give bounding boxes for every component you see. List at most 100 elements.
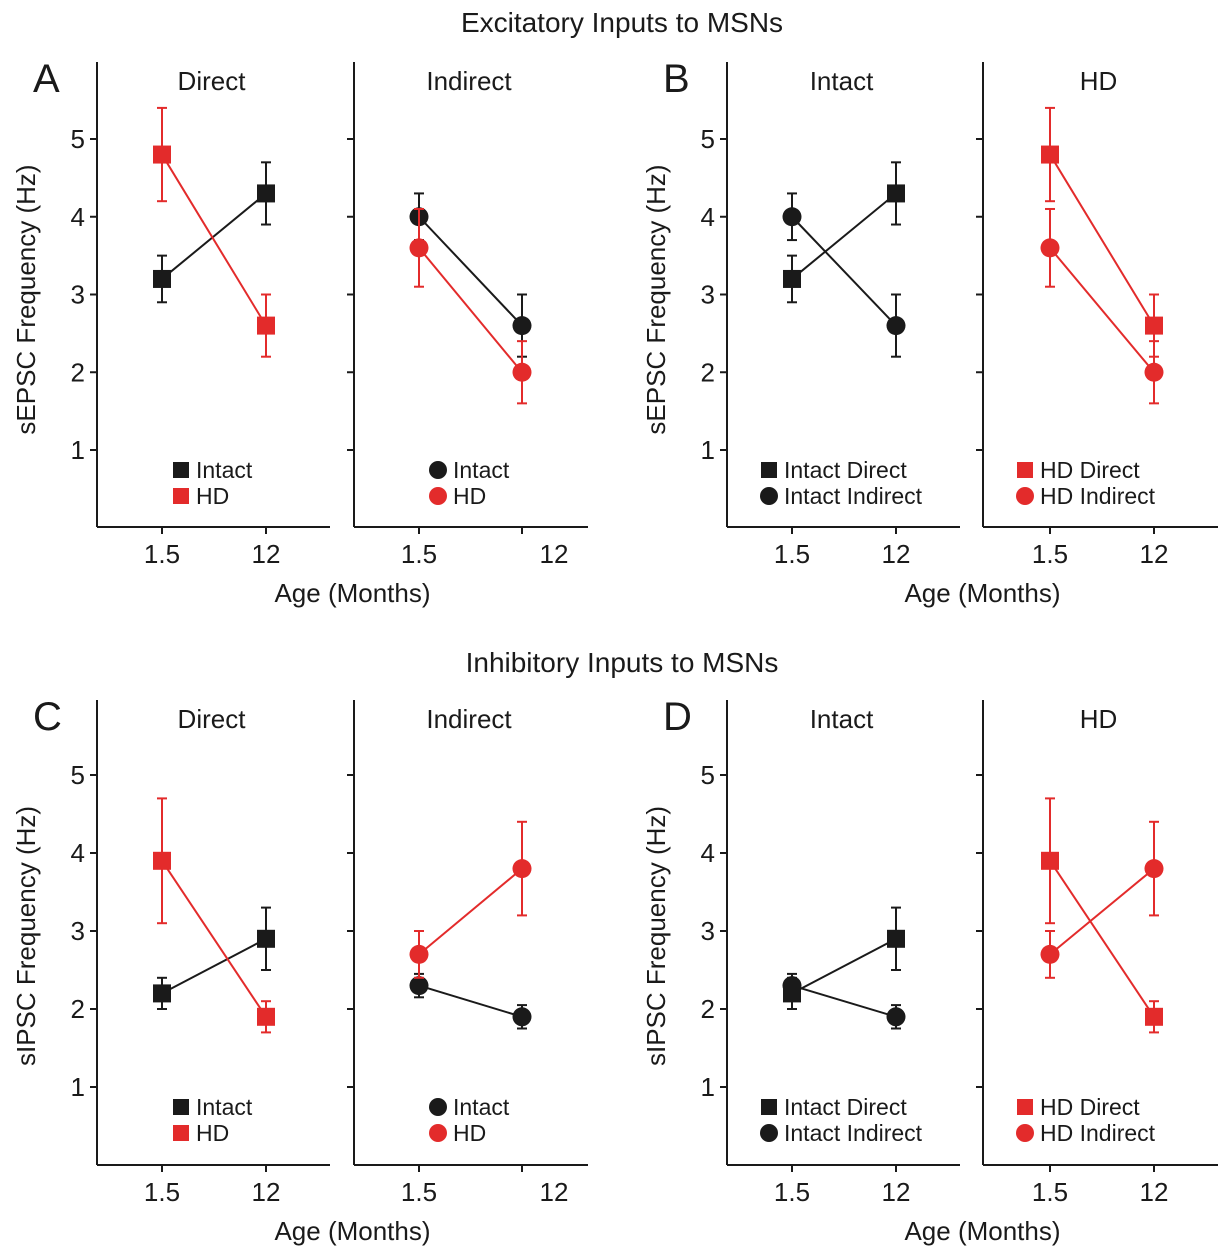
y-tick-label: 4 — [71, 202, 85, 232]
y-axis-label: sIPSC Frequency (Hz) — [11, 806, 41, 1066]
x-tick-label: 1.5 — [401, 1177, 437, 1207]
legend-label: HD — [453, 1120, 486, 1146]
data-point-square — [783, 269, 801, 288]
x-tick-label: 1.5 — [144, 1177, 180, 1207]
data-point-square — [257, 1007, 275, 1026]
legend-label: HD — [196, 483, 229, 509]
legend-circle-marker — [760, 1124, 778, 1142]
data-point-square — [153, 851, 171, 870]
legend-label: Intact — [196, 457, 253, 483]
data-point-circle — [782, 976, 802, 996]
series-line — [791, 192, 897, 280]
data-point-circle — [1040, 238, 1060, 258]
panel-title: Intact — [810, 704, 874, 734]
data-point-circle — [1144, 362, 1164, 382]
legend-square-marker — [173, 488, 189, 504]
y-tick-label: 1 — [701, 435, 715, 465]
series-2 — [409, 820, 532, 979]
y-tick-label: 2 — [701, 994, 715, 1024]
legend-item: Intact — [173, 457, 253, 483]
y-tick-label: 3 — [71, 916, 85, 946]
data-point-square — [887, 184, 905, 203]
legend-item: HD — [173, 483, 229, 509]
data-point-circle — [886, 316, 906, 336]
series-1 — [783, 161, 905, 304]
legend-item: Intact Indirect — [760, 483, 923, 509]
legend-item: HD — [429, 1120, 486, 1146]
data-point-circle — [1040, 944, 1060, 964]
y-tick-label: 2 — [71, 994, 85, 1024]
x-tick-label: 12 — [882, 1177, 911, 1207]
y-tick-label: 3 — [71, 280, 85, 310]
series-line — [791, 216, 897, 327]
data-point-circle — [409, 976, 429, 996]
x-tick-label: 12 — [540, 1177, 569, 1207]
row-title-excitatory: Excitatory Inputs to MSNs — [461, 7, 783, 38]
series-line — [1049, 247, 1155, 373]
series-line — [161, 192, 267, 280]
panel-title: Direct — [178, 66, 247, 96]
legend-item: HD — [173, 1120, 229, 1146]
y-axis-label: sIPSC Frequency (Hz) — [641, 806, 671, 1066]
legend-item: Intact — [429, 457, 510, 483]
y-tick-label: 3 — [701, 280, 715, 310]
x-tick-label: 1.5 — [401, 539, 437, 569]
data-point-square — [257, 316, 275, 335]
legend-circle-marker — [1016, 487, 1034, 505]
legend-circle-marker — [429, 1124, 447, 1142]
x-axis-label: Age (Months) — [904, 1216, 1060, 1246]
legend-square-marker — [761, 1099, 777, 1115]
y-tick-label: 1 — [71, 1072, 85, 1102]
data-point-square — [153, 269, 171, 288]
series-line — [418, 216, 523, 327]
legend-label: Intact Indirect — [784, 1120, 923, 1146]
x-tick-label: 12 — [252, 1177, 281, 1207]
series-1 — [1041, 106, 1163, 358]
legend-item: Intact Indirect — [760, 1120, 923, 1146]
y-tick-label: 1 — [71, 435, 85, 465]
x-axis-label: Age (Months) — [274, 578, 430, 608]
panel-letter: C — [33, 695, 62, 739]
x-tick-label: 1.5 — [1032, 1177, 1068, 1207]
x-tick-label: 1.5 — [774, 539, 810, 569]
series-line — [791, 984, 897, 1018]
legend-label: Intact — [196, 1094, 253, 1120]
legend-circle-marker — [429, 487, 447, 505]
data-point-circle — [512, 362, 532, 382]
x-tick-label: 12 — [252, 539, 281, 569]
series-line — [418, 984, 523, 1018]
y-tick-label: 5 — [701, 124, 715, 154]
data-point-square — [257, 184, 275, 203]
legend-item: Intact Direct — [761, 457, 907, 483]
panel-title: HD — [1080, 704, 1118, 734]
legend-label: Intact Direct — [784, 457, 907, 483]
legend-square-marker — [1017, 1099, 1033, 1115]
data-point-circle — [512, 316, 532, 336]
legend-label: HD Indirect — [1040, 1120, 1156, 1146]
series-2 — [153, 797, 275, 1034]
series-2 — [1040, 820, 1164, 979]
y-tick-label: 5 — [71, 124, 85, 154]
y-tick-label: 4 — [701, 202, 715, 232]
legend-item: HD Indirect — [1016, 1120, 1156, 1146]
x-tick-label: 1.5 — [774, 1177, 810, 1207]
x-tick-label: 1.5 — [1032, 539, 1068, 569]
data-point-circle — [409, 944, 429, 964]
series-1 — [153, 906, 275, 1010]
data-point-circle — [409, 238, 429, 258]
series-2 — [1040, 207, 1164, 405]
series-line — [161, 937, 267, 995]
row-title-inhibitory: Inhibitory Inputs to MSNs — [466, 647, 779, 678]
y-tick-label: 4 — [701, 838, 715, 868]
legend-circle-marker — [760, 487, 778, 505]
data-point-square — [887, 929, 905, 948]
series-line — [418, 867, 523, 956]
panel-letter: D — [663, 695, 692, 739]
series-2 — [409, 207, 532, 405]
